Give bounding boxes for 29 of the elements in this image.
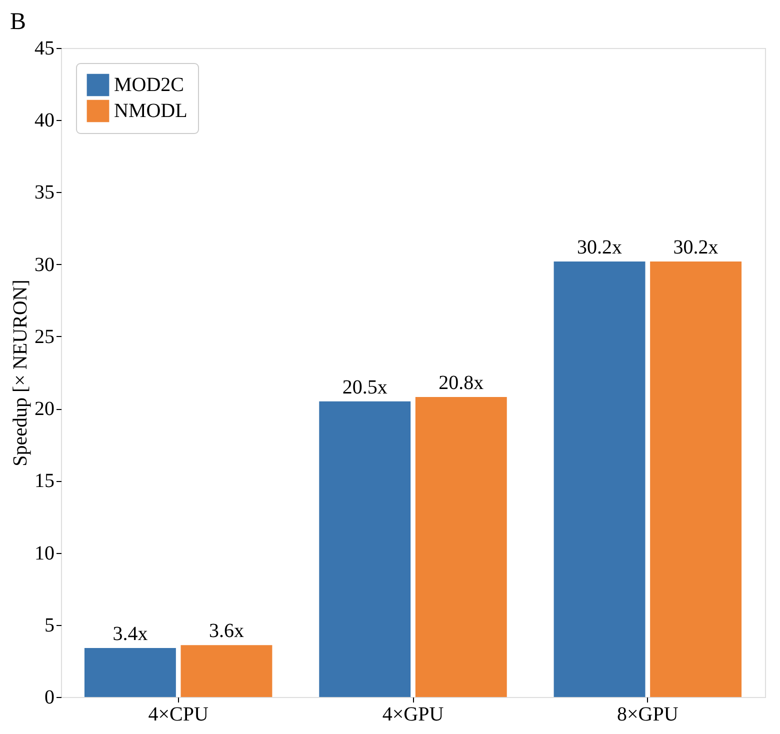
bar	[554, 261, 646, 697]
data-label: 3.4x	[112, 622, 148, 645]
bar	[319, 401, 411, 697]
x-tick-label: 8×GPU	[617, 704, 679, 726]
bar	[180, 645, 272, 697]
data-label: 20.5x	[342, 376, 388, 398]
y-tick-label: 35	[34, 182, 54, 204]
y-tick-label: 45	[34, 38, 54, 60]
data-label: 30.2x	[577, 236, 622, 258]
y-tick-label: 40	[34, 110, 54, 132]
y-tick-label: 30	[34, 254, 54, 276]
x-tick-label: 4×GPU	[382, 704, 444, 726]
chart-title: B	[10, 9, 26, 35]
y-tick-label: 0	[44, 686, 54, 708]
y-axis-title: Speedup [× NEURON]	[10, 280, 32, 466]
bar	[650, 261, 742, 697]
data-label: 30.2x	[673, 236, 718, 258]
y-tick-label: 10	[34, 542, 54, 564]
y-tick-label: 5	[44, 614, 54, 636]
y-tick-label: 15	[34, 470, 54, 492]
bar	[415, 397, 507, 697]
data-label: 3.6x	[208, 620, 244, 642]
legend-label: MOD2C	[114, 74, 184, 96]
y-tick-label: 25	[34, 326, 54, 348]
data-label: 20.8x	[438, 372, 484, 394]
bar	[84, 648, 176, 697]
y-tick-label: 20	[34, 398, 54, 420]
x-tick-label: 4×CPU	[148, 704, 209, 726]
legend-label: NMODL	[114, 100, 188, 122]
